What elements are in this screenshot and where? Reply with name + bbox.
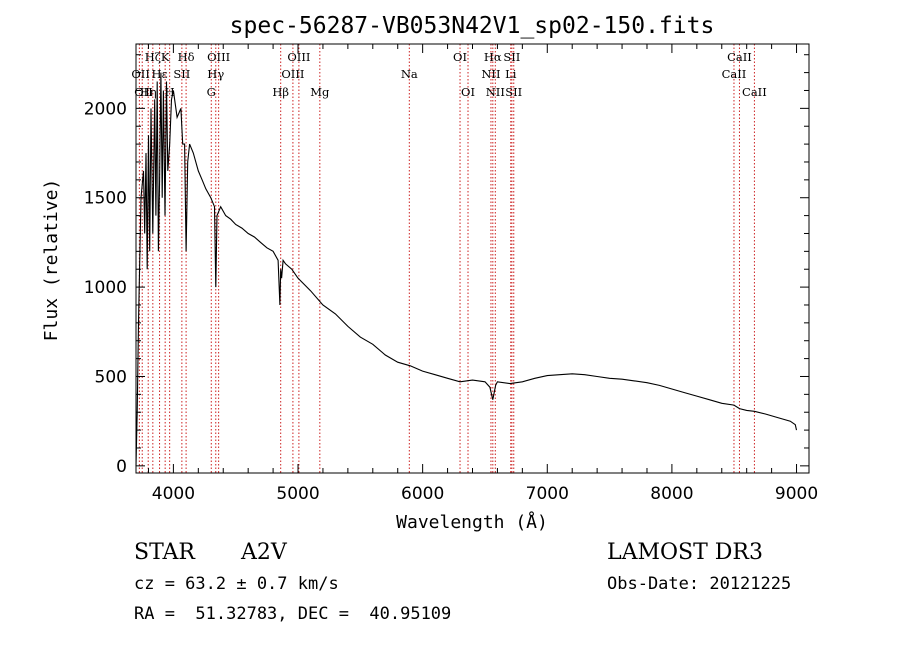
line-marker-label: Hα [484, 50, 502, 64]
line-marker-label: OII [134, 85, 153, 99]
line-marker-label: SII [505, 85, 522, 99]
line-marker-label: Hε [152, 67, 168, 81]
x-axis-ticks: 4000 5000 6000 7000 8000 9000 [147, 44, 818, 504]
redshift-velocity: cz = 63.2 ± 0.7 km/s [134, 574, 339, 594]
y-tick-label: 1500 [84, 189, 127, 209]
x-tick-label: 5000 [276, 484, 319, 504]
line-marker-label: CaII [722, 67, 747, 81]
y-tick-label: 2000 [84, 99, 127, 119]
line-marker-label: G [207, 85, 216, 99]
y-axis-ticks: 0 500 1000 1500 2000 [84, 54, 809, 477]
line-marker-label: NII [481, 67, 500, 81]
x-tick-label: 8000 [650, 484, 693, 504]
sky-coordinates: RA = 51.32783, DEC = 40.95109 [134, 604, 452, 624]
line-marker-label: Hζ [145, 50, 161, 64]
line-marker-label: CaII [742, 85, 767, 99]
line-marker-label: CaII [727, 50, 752, 64]
y-axis-label: Flux (relative) [41, 179, 62, 342]
line-marker-label: NII [486, 85, 505, 99]
x-axis-label: Wavelength (Å) [396, 511, 548, 533]
line-marker-label: Hβ [272, 85, 289, 99]
line-marker-label: Li [505, 67, 517, 81]
line-marker-label: H [165, 85, 175, 99]
x-tick-label: 6000 [401, 484, 444, 504]
y-tick-label: 1000 [84, 278, 127, 298]
observation-date: Obs-Date: 20121225 [607, 574, 792, 594]
line-marker-label: Mg [310, 85, 330, 99]
line-marker-label: OI [461, 85, 475, 99]
line-marker-label: OII [131, 67, 150, 81]
line-markers [138, 44, 755, 473]
line-marker-label: Hη [140, 85, 157, 99]
x-tick-label: 4000 [152, 484, 195, 504]
chart-title: spec-56287-VB053N42V1_sp02-150.fits [230, 13, 715, 39]
line-marker-label: OIII [281, 67, 304, 81]
line-marker-label: Hδ [178, 50, 195, 64]
line-marker-label: K [161, 50, 170, 64]
line-marker-label: OI [453, 50, 467, 64]
line-marker-label: SII [173, 67, 190, 81]
spectrum-line [135, 72, 798, 466]
spectral-subclass: A2V [241, 540, 287, 565]
line-marker-label: OIII [207, 50, 230, 64]
y-tick-label: 500 [95, 367, 127, 387]
line-marker-labels: OIIOIIHηHζHεKHSIIHδGHγOIIIHβOIIIOIIIMgNa… [131, 50, 766, 99]
line-marker-label: SII [503, 50, 520, 64]
line-marker-label: Hγ [207, 67, 224, 81]
line-marker-label: Na [401, 67, 418, 81]
y-tick-label: 0 [116, 457, 127, 477]
object-class: STAR [134, 540, 195, 565]
plot-frame [135, 43, 810, 474]
survey-name: LAMOST DR3 [607, 540, 763, 565]
x-tick-label: 9000 [775, 484, 818, 504]
line-marker-label: OIII [287, 50, 310, 64]
x-tick-label: 7000 [526, 484, 569, 504]
